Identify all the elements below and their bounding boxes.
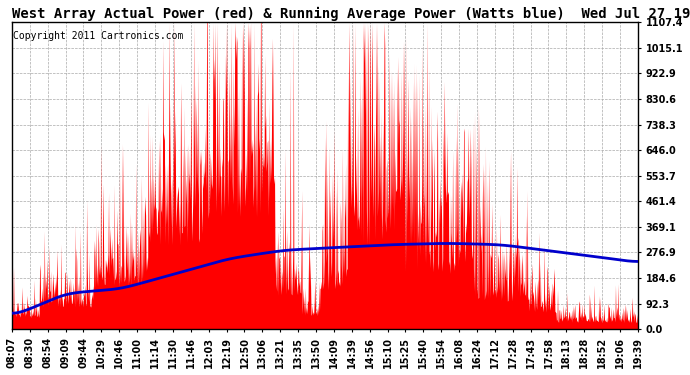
Text: West Array Actual Power (red) & Running Average Power (Watts blue)  Wed Jul 27 1: West Array Actual Power (red) & Running … <box>12 7 690 21</box>
Text: Copyright 2011 Cartronics.com: Copyright 2011 Cartronics.com <box>13 32 184 42</box>
